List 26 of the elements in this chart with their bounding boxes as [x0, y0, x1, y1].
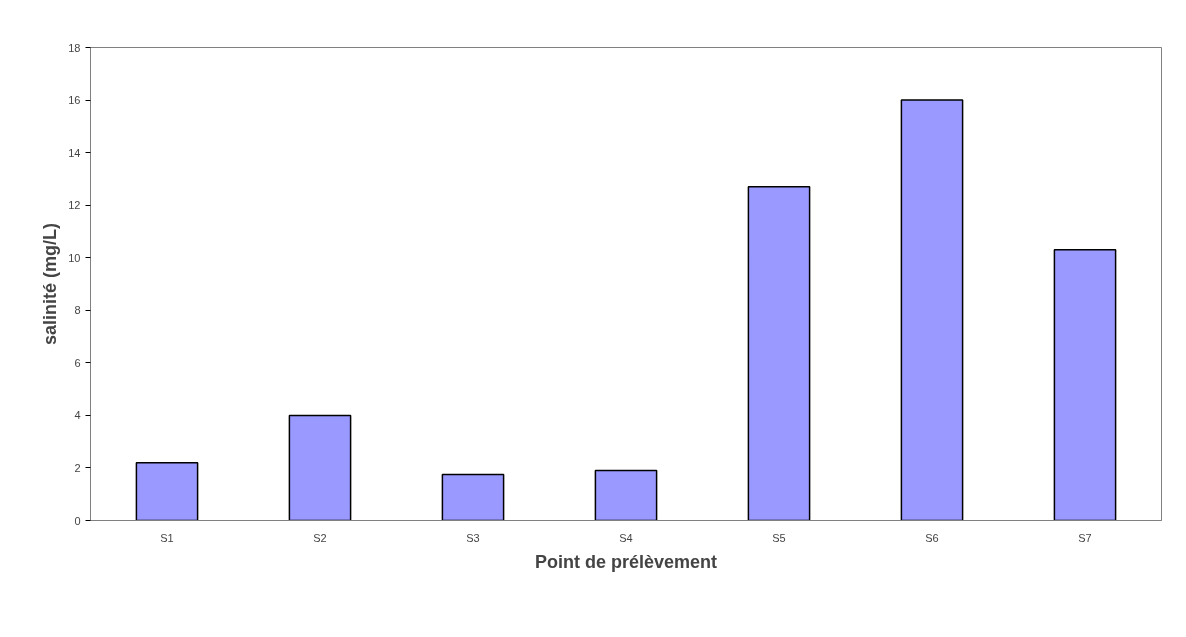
bar — [1053, 249, 1117, 521]
x-tick-label: S3 — [466, 531, 480, 544]
y-tick-label: 10 — [68, 251, 81, 264]
y-tick-label: 14 — [68, 146, 81, 159]
x-tick-label: S1 — [160, 531, 174, 544]
y-tick-label: 6 — [74, 356, 81, 369]
x-axis-title: Point de prélèvement — [534, 551, 718, 572]
bar — [441, 473, 505, 521]
y-tick-label: 18 — [68, 41, 81, 54]
x-tick-label: S6 — [925, 531, 939, 544]
y-tick-label: 16 — [68, 94, 81, 107]
y-axis-title: salinité (mg/L) — [40, 222, 61, 345]
y-tick-label: 4 — [74, 409, 81, 422]
y-tick-label: 12 — [68, 199, 81, 212]
bar — [900, 99, 964, 521]
y-tick-label: 8 — [74, 304, 81, 317]
bar — [288, 414, 352, 521]
y-tick-label: 2 — [74, 461, 81, 474]
x-tick-label: S5 — [772, 531, 786, 544]
bar — [594, 469, 658, 521]
x-tick-label: S2 — [313, 531, 327, 544]
x-tick-label: S4 — [619, 531, 633, 544]
bar — [135, 461, 199, 521]
bar — [747, 186, 811, 521]
y-tick-label: 0 — [74, 514, 81, 527]
x-tick-label: S7 — [1078, 531, 1092, 544]
